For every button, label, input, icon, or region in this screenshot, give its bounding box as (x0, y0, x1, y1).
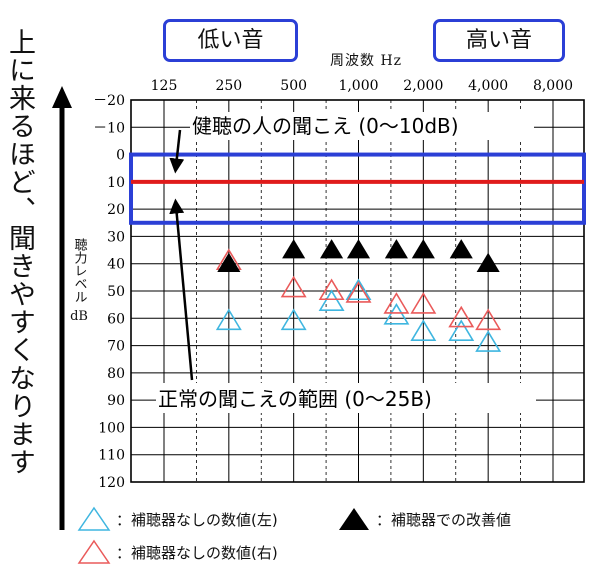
x-axis-title: 周波数 Hz (330, 53, 403, 69)
x-tick-label: 8,000 (533, 78, 573, 94)
unaided-right-point (345, 281, 372, 303)
legend-unaided-right-label: ：補聴器なしの数値(右) (116, 543, 278, 562)
unaided-right-point (280, 275, 307, 298)
unaided-left-point (345, 278, 372, 301)
legend-unaided-left: ：補聴器なしの数値(左) (76, 505, 278, 533)
unaided-left-point (448, 319, 475, 341)
aided-point (384, 239, 408, 259)
y-tick-label: 30 (107, 229, 125, 245)
x-tick-labels: 125 250 500 1,000 2,000 4,000 8,000 (151, 78, 573, 94)
aided-point (476, 252, 500, 272)
aided-point (217, 252, 241, 272)
legend-aided: ：補聴器での改善値 (336, 505, 511, 533)
x-tick-label: 4,000 (468, 78, 508, 94)
unaided-right-point (383, 292, 410, 314)
unaided-right-point (318, 278, 345, 301)
up-arrow-head-icon (52, 86, 72, 108)
x-tick-label: 250 (215, 78, 242, 94)
aided-point (320, 239, 344, 259)
y-tick-label: 120 (98, 475, 125, 491)
arrow-to-range-box (169, 198, 194, 381)
unaided-right-point (410, 292, 437, 314)
high-pitch-tag: 高い音 (433, 19, 565, 62)
normal-range-label-bg (156, 383, 536, 413)
y-tick-label: 90 (107, 393, 125, 409)
aided-point (411, 239, 435, 259)
legend-aided-label: ：補聴器での改善値 (376, 510, 512, 529)
y-axis-unit: dB (70, 309, 88, 324)
unaided-left-point (475, 330, 502, 352)
x-tick-label: 500 (280, 78, 307, 94)
normal-range-box (129, 152, 586, 225)
y-tick-label: －20 (93, 93, 125, 109)
unaided-right-point (475, 308, 502, 331)
aided-point (282, 239, 306, 259)
y-tick-label: 10 (107, 175, 125, 191)
arrow-to-normal-line (169, 129, 185, 174)
y-tick-label: 0 (116, 148, 125, 164)
x-tick-label: 125 (151, 78, 178, 94)
y-tick-labels: －20 －10 0 10 20 30 40 50 60 70 80 90 100 110 120 (93, 93, 125, 491)
data-points (215, 239, 502, 352)
legend-unaided-right: ：補聴器なしの数値(右) (76, 538, 278, 566)
normal-hearing-label-bg (190, 112, 534, 140)
y-tick-label: 50 (107, 284, 125, 300)
aided-point (346, 239, 371, 259)
legend-aided-marker-icon (339, 508, 369, 530)
low-pitch-tag: 低い音 (163, 19, 298, 62)
normal-range-band (129, 152, 586, 225)
legend-unaided-left-label: ：補聴器なしの数値(左) (116, 510, 278, 529)
legend-right-marker-icon (77, 539, 111, 564)
y-tick-label: 110 (98, 448, 125, 464)
y-tick-label: －10 (93, 120, 125, 136)
y-tick-label: 80 (107, 366, 125, 382)
y-tick-label: 60 (107, 311, 125, 327)
unaided-left-point (318, 289, 345, 311)
y-tick-label: 40 (107, 257, 125, 273)
x-tick-label: 1,000 (338, 78, 378, 94)
grid (130, 99, 585, 483)
unaided-left-point (280, 308, 307, 331)
y-axis-title: 聴力レベル dB (64, 238, 94, 325)
normal-range-label: 正常の聞こえの範囲 (0〜25B) (158, 387, 432, 411)
aided-point (449, 239, 473, 259)
x-tick-label: 2,000 (403, 78, 443, 94)
unaided-left-point (383, 303, 410, 325)
unaided-left-point (215, 308, 242, 331)
unaided-left-point (410, 319, 437, 341)
y-axis-title-vertical: 聴力レベル (71, 238, 87, 303)
unaided-right-point (448, 305, 475, 328)
side-caption: 上に来るほど、聞きやすくなります (4, 28, 35, 476)
y-tick-label: 70 (107, 339, 125, 355)
normal-hearing-label: 健聴の人の聞こえ (0〜10dB) (192, 114, 459, 138)
y-tick-label: 20 (107, 202, 125, 218)
y-tick-label: 100 (98, 420, 125, 436)
legend-left-marker-icon (77, 506, 111, 531)
